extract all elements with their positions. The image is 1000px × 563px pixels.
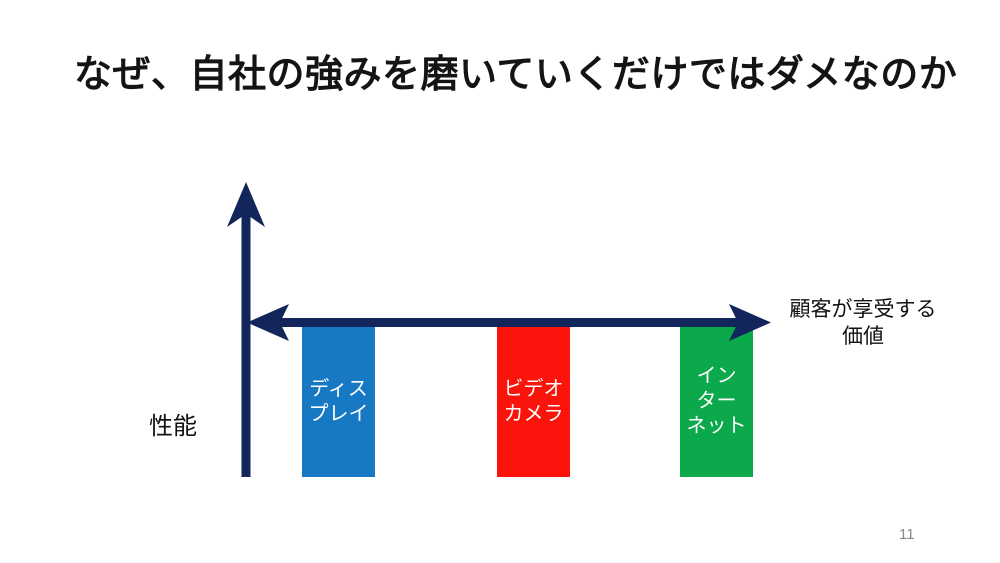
bar-internet: イン ター ネット: [680, 326, 753, 477]
bar-label-line: イン: [696, 365, 737, 387]
bar-display: ディス プレイ: [302, 326, 375, 477]
bar-video-camera-label: ビデオ カメラ: [504, 377, 564, 427]
bar-label-line: ター: [696, 390, 737, 412]
bar-label-line: ビデオ: [503, 377, 564, 400]
x-axis-left-arrowhead-icon: [247, 304, 289, 341]
bar-label-line: プレイ: [308, 402, 369, 425]
x-axis-label-line: 価値: [842, 325, 884, 348]
x-axis-label-line: 顧客が享受する: [789, 298, 937, 321]
y-axis-arrowhead-icon: [227, 182, 265, 227]
bar-video-camera: ビデオ カメラ: [497, 326, 570, 477]
slide-title: なぜ、自社の強みを磨いていくだけではダメなのか: [74, 54, 958, 96]
y-axis-shaft: [241, 209, 251, 477]
bar-label-line: ネット: [686, 415, 747, 437]
y-axis-label: 性能: [149, 413, 197, 440]
page-number: 11: [899, 526, 915, 543]
bar-display-label: ディス プレイ: [309, 377, 369, 427]
bar-internet-label: イン ター ネット: [687, 364, 747, 439]
bar-label-line: ディス: [309, 377, 368, 400]
x-axis-label: 顧客が享受する 価値: [781, 296, 945, 350]
bar-label-line: カメラ: [503, 402, 564, 425]
